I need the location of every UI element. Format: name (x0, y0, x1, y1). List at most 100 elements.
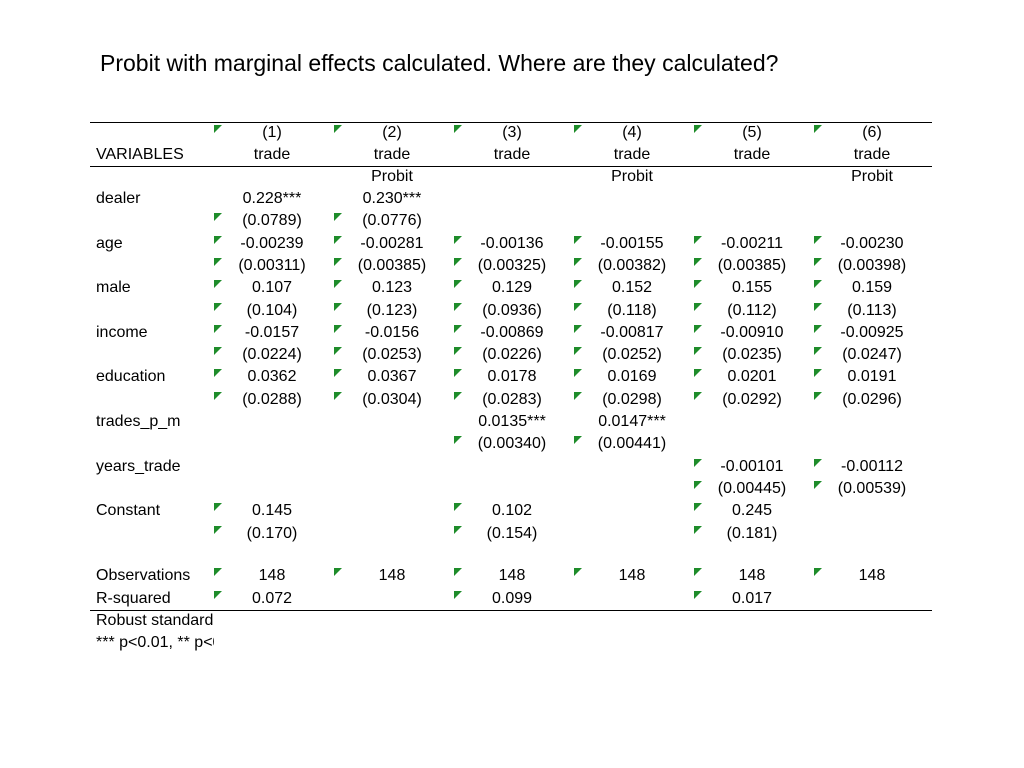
std-error-cell: (0.00441) (597, 435, 667, 453)
error-indicator-icon (454, 391, 462, 400)
error-indicator-icon (334, 235, 342, 244)
std-error-cell: (0.170) (246, 524, 298, 542)
std-error-cell: (0.00340) (477, 435, 547, 453)
error-indicator-icon (214, 235, 222, 244)
error-indicator-icon (454, 257, 462, 266)
error-indicator-icon (454, 436, 462, 445)
coefficient-cell: 0.0169 (607, 368, 657, 386)
std-error-cell: (0.0304) (362, 390, 422, 408)
error-indicator-icon (574, 347, 582, 356)
coefficient-cell: -0.00910 (720, 323, 784, 341)
std-error-cell: (0.00445) (717, 479, 787, 497)
coefficient-cell: 0.0362 (247, 368, 297, 386)
std-error-cell: (0.00385) (357, 256, 427, 274)
bottom-rule (90, 610, 932, 611)
error-indicator-icon (814, 302, 822, 311)
slide-title: Probit with marginal effects calculated.… (100, 50, 779, 76)
error-indicator-icon (814, 347, 822, 356)
table-row: income -0.0157 -0.0156 -0.00869 -0.00817 -0.0… (90, 322, 932, 344)
dependent-variable: trade (853, 146, 891, 163)
error-indicator-icon (574, 369, 582, 378)
error-indicator-icon (574, 125, 582, 133)
coefficient-cell: 0.245 (731, 502, 773, 520)
std-error-cell: (0.112) (727, 301, 777, 319)
coefficient-cell: 0.145 (251, 502, 293, 520)
table-row: trades_p_m 0.0135*** 0.0147*** (90, 411, 932, 433)
error-indicator-icon (214, 525, 222, 534)
error-indicator-icon (334, 125, 342, 133)
rsquared-value: 0.017 (731, 590, 773, 607)
table-row: male 0.107 0.123 0.129 0.152 0.155 0.159 (90, 277, 932, 299)
std-error-cell: (0.00311) (238, 256, 306, 274)
std-error-cell: (0.0296) (842, 390, 902, 408)
coefficient-cell: 0.0191 (847, 368, 897, 386)
coefficient-cell: 0.107 (251, 279, 293, 297)
error-indicator-icon (334, 302, 342, 311)
error-indicator-icon (694, 257, 702, 266)
error-indicator-icon (214, 280, 222, 289)
std-error-row: (0.170) (0.154) (0.181) (90, 523, 932, 545)
column-number: (4) (622, 124, 642, 141)
error-indicator-icon (334, 324, 342, 333)
column-number: (3) (502, 124, 522, 141)
note-robust-se: Robust standard errors in parentheses (96, 612, 214, 629)
error-indicator-icon (694, 568, 702, 576)
error-indicator-icon (214, 125, 222, 133)
variable-label: Constant (96, 502, 161, 520)
observations-value: 148 (858, 567, 886, 584)
error-indicator-icon (694, 369, 702, 378)
coefficient-cell: -0.00239 (240, 234, 304, 252)
error-indicator-icon (214, 568, 222, 576)
variable-label: education (96, 368, 166, 386)
std-error-cell: (0.0252) (602, 346, 662, 364)
coefficient-cell: -0.00869 (480, 323, 544, 341)
coefficient-cell: -0.00230 (840, 234, 904, 252)
error-indicator-icon (214, 213, 222, 222)
variable-label: male (96, 279, 131, 297)
error-indicator-icon (454, 302, 462, 311)
coefficient-cell: -0.00112 (841, 457, 903, 475)
error-indicator-icon (814, 568, 822, 576)
error-indicator-icon (694, 235, 702, 244)
coefficient-cell: 0.0147*** (598, 413, 666, 430)
observations-value: 148 (738, 567, 766, 584)
observations-value: 148 (378, 567, 406, 584)
error-indicator-icon (454, 235, 462, 244)
error-indicator-icon (814, 125, 822, 133)
error-indicator-icon (454, 525, 462, 534)
error-indicator-icon (814, 458, 822, 467)
observations-value: 148 (618, 567, 646, 584)
variable-label: trades_p_m (96, 413, 181, 430)
error-indicator-icon (334, 257, 342, 266)
column-number: (6) (862, 124, 882, 141)
error-indicator-icon (214, 503, 222, 512)
error-indicator-icon (454, 591, 462, 599)
error-indicator-icon (694, 591, 702, 599)
coefficient-cell: 0.0135*** (478, 413, 546, 430)
error-indicator-icon (454, 324, 462, 333)
std-error-cell: (0.123) (366, 301, 418, 319)
error-indicator-icon (814, 391, 822, 400)
error-indicator-icon (334, 369, 342, 378)
error-indicator-icon (574, 280, 582, 289)
coefficient-cell: 0.0178 (487, 368, 537, 386)
error-indicator-icon (454, 568, 462, 576)
observations-label: Observations (96, 567, 191, 584)
error-indicator-icon (694, 125, 702, 133)
model-row: Probit Probit Probit (90, 166, 932, 188)
std-error-row: (0.00311) (0.00385) (0.00325) (0.00382) (0.0… (90, 255, 932, 277)
dependent-variable: trade (733, 146, 771, 163)
std-error-cell: (0.154) (486, 524, 538, 542)
std-error-cell: (0.118) (607, 301, 657, 319)
column-number-row: (1) (2) (3) (4) (5) (6) (90, 122, 932, 144)
std-error-cell: (0.0247) (842, 346, 902, 364)
error-indicator-icon (574, 235, 582, 244)
std-error-row: (0.0789) (0.0776) (90, 210, 932, 232)
error-indicator-icon (814, 369, 822, 378)
error-indicator-icon (574, 391, 582, 400)
std-error-cell: (0.0224) (242, 346, 302, 364)
std-error-cell: (0.0776) (362, 212, 422, 230)
std-error-row: (0.0224) (0.0253) (0.0226) (0.0252) (0.0235)… (90, 344, 932, 366)
coefficient-cell: -0.00155 (600, 234, 664, 252)
rsquared-value: 0.099 (491, 590, 533, 607)
